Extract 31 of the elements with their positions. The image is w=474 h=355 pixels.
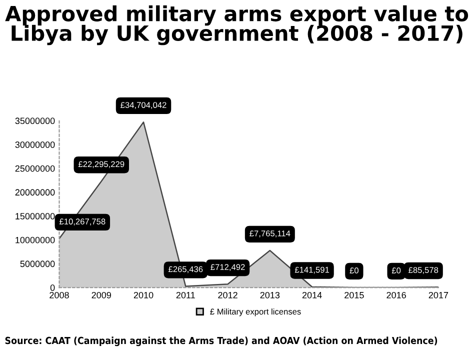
data-label: £34,704,042 — [120, 102, 166, 109]
y-tick-label: 15000000 — [16, 213, 55, 220]
x-tick-label: 2011 — [176, 292, 195, 298]
legend-label: £ Military export licenses — [210, 308, 301, 316]
x-tick-label: 2008 — [50, 292, 69, 298]
x-tick-label: 2014 — [302, 292, 322, 298]
y-tick-label: 10000000 — [16, 236, 55, 244]
y-tick-label: 20000000 — [15, 189, 55, 196]
source-note: Source: CAAT (Campaign against the Arms Trade) and AOAV (Action on Armed Violence) — [5, 336, 438, 346]
x-tick-label: 2016 — [386, 292, 406, 298]
x-tick-label: 2012 — [218, 292, 238, 298]
y-tick-label: 35000000 — [15, 118, 55, 124]
x-tick-label: 2013 — [260, 292, 280, 298]
data-label: £85,578 — [408, 267, 438, 274]
data-label: £7,765,114 — [250, 230, 290, 238]
x-tick-label: 2017 — [428, 292, 448, 298]
data-label: £0 — [392, 268, 401, 274]
x-tick-label: 2010 — [134, 292, 154, 298]
data-label: £712,492 — [210, 264, 245, 271]
x-tick-label: 2009 — [92, 292, 111, 298]
data-label: £0 — [350, 268, 358, 274]
x-tick-label: 2015 — [344, 292, 364, 298]
y-tick-label: 0 — [50, 284, 55, 291]
chart-title: Approved military arms export value to Libya by UK government (2008 - 2017) — [5, 5, 468, 46]
data-label: £265,436 — [168, 266, 203, 274]
data-label: £22,295,229 — [78, 161, 124, 168]
data-label: £10,267,758 — [59, 218, 106, 226]
y-tick-label: 5000000 — [20, 260, 55, 268]
y-tick-label: 25000000 — [15, 165, 55, 172]
data-label: £141,591 — [294, 266, 330, 274]
y-tick-label: 30000000 — [15, 142, 55, 148]
